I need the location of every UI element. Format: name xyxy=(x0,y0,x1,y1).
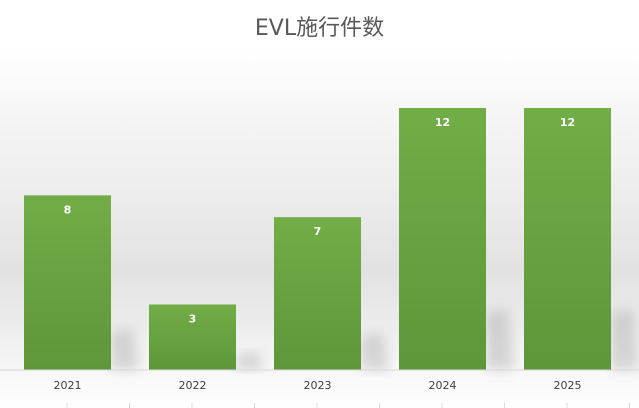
bar-2023 xyxy=(274,217,361,370)
data-label-2022: 3 xyxy=(189,313,197,326)
data-label-2021: 8 xyxy=(64,203,72,216)
bar-shadow xyxy=(111,327,139,370)
bar-shadow xyxy=(486,308,514,370)
chart-title: EVL施行件数 xyxy=(254,16,385,41)
data-label-2023: 7 xyxy=(314,225,322,238)
bar-shadow xyxy=(611,308,639,370)
data-label-2024: 12 xyxy=(435,116,450,129)
data-label-2025: 12 xyxy=(560,116,575,129)
x-tick-label-2022: 2022 xyxy=(179,379,207,392)
bar-2025 xyxy=(524,108,611,370)
x-tick-label-2021: 2021 xyxy=(54,379,82,392)
x-tick-label-2024: 2024 xyxy=(429,379,457,392)
x-tick-label-2023: 2023 xyxy=(304,379,332,392)
bar-2022 xyxy=(149,304,236,370)
x-tick-label-2025: 2025 xyxy=(554,379,582,392)
bar-shadow xyxy=(236,351,264,370)
bar-2024 xyxy=(399,108,486,370)
bar-shadow xyxy=(361,332,389,370)
bar-2021 xyxy=(24,195,111,370)
